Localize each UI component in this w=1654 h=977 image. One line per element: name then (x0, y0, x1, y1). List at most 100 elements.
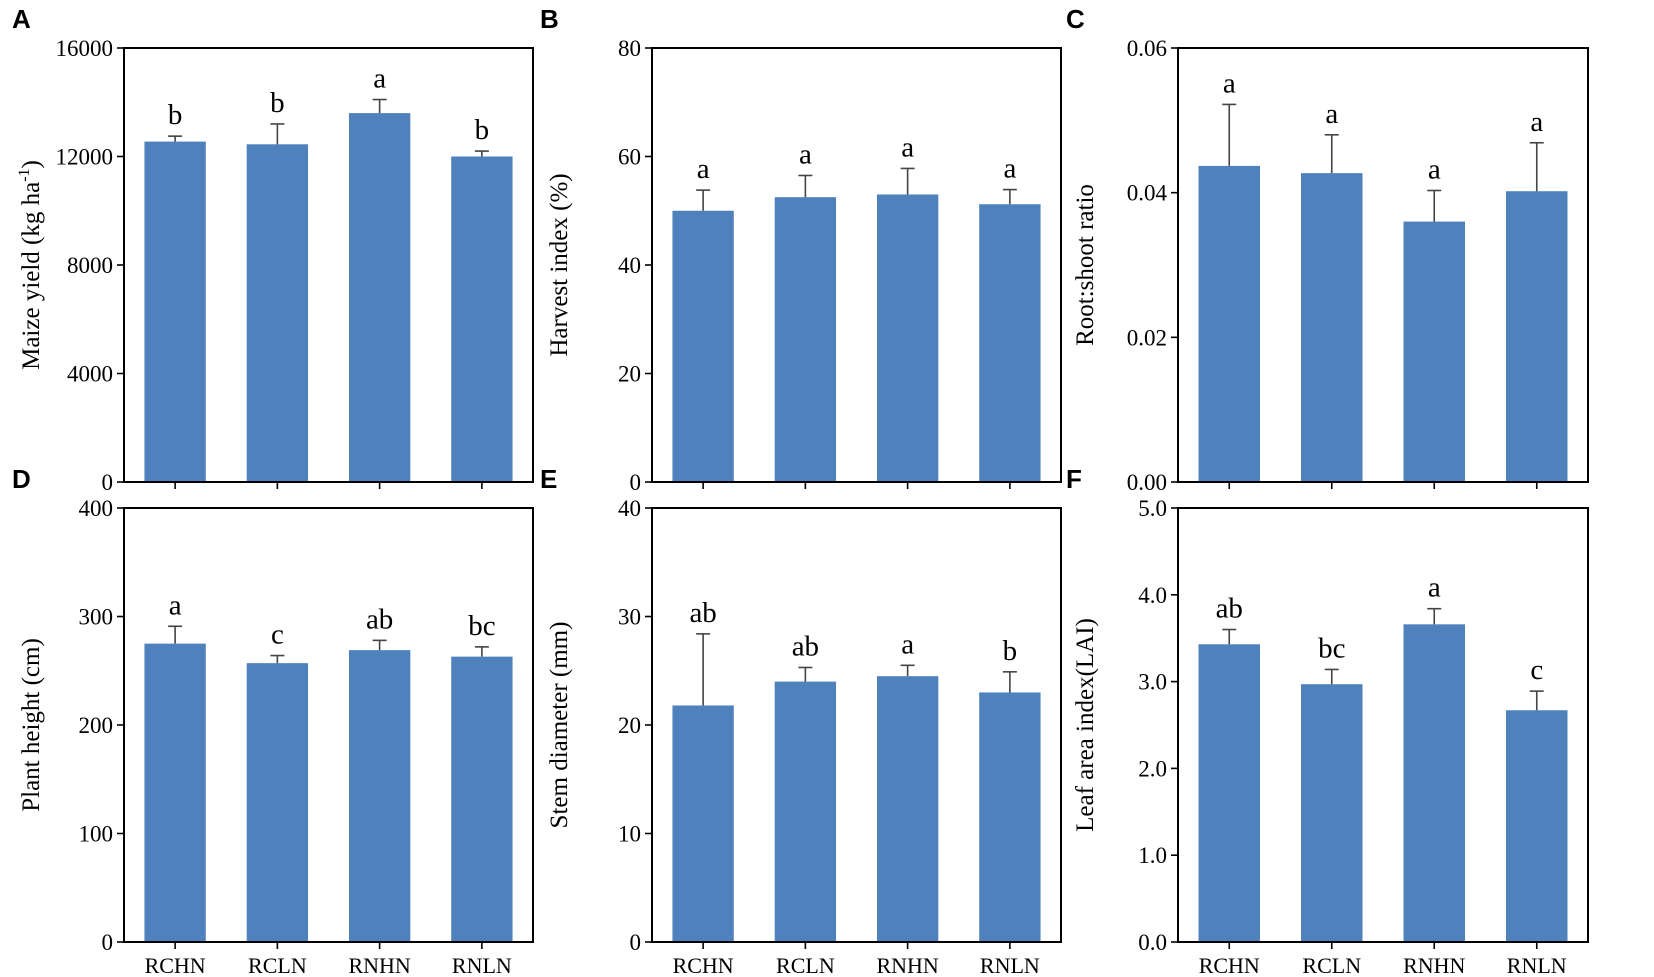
significance-label-rchn: ab (1216, 593, 1243, 625)
bar-rchn (672, 210, 734, 482)
significance-label-rcln: ab (792, 630, 819, 662)
x-tick-label-rnhn: RNHN (348, 953, 410, 977)
y-axis-title: Plant height (cm) (18, 638, 45, 812)
bar-rnln (451, 156, 513, 482)
significance-label-rcln: bc (1318, 632, 1345, 664)
plot-frame (1177, 507, 1589, 943)
y-tick-label: 0 (630, 930, 642, 955)
y-axis-title-main: Root:shoot ratio (1072, 184, 1099, 346)
bar-rnhn (876, 194, 939, 482)
panel-letter-c: C (1066, 4, 1085, 34)
panel-e: ab RCHN ab RCLN a RNHN b RNLN 0 10 20 30 40 Stem diam… (540, 464, 1062, 977)
x-tick-label-rnhn: RNHN (1403, 953, 1465, 977)
y-tick-label: 12000 (56, 145, 114, 170)
panel-letter-f: F (1066, 464, 1082, 494)
y-tick-label: 0.00 (1127, 470, 1167, 495)
x-tick-label-rnln: RNLN (1507, 953, 1567, 977)
y-tick-label: 40 (618, 253, 641, 278)
bar-rchn (1198, 644, 1260, 942)
y-axis-title: Leaf area index(LAI) (1072, 618, 1099, 832)
y-tick-label: 16000 (56, 36, 114, 61)
significance-label-rnhn: a (1428, 572, 1441, 604)
panel-letter-e: E (540, 464, 557, 494)
panel-letter-b: B (540, 4, 559, 34)
y-tick-label: 0 (102, 470, 114, 495)
panel-f: ab RCHN bc RCLN a RNHN c RNLN 0.0 1.0 2.0 3.0 4.0 5.0… (1066, 464, 1589, 977)
x-tick-label-rnln: RNLN (452, 953, 512, 977)
bar-rnln (451, 656, 513, 942)
x-tick-label-rnhn: RNHN (876, 953, 938, 977)
y-axis-title: Root:shoot ratio (1072, 184, 1099, 346)
plot-frame (1177, 47, 1589, 483)
significance-label-rnln: b (1003, 635, 1018, 667)
significance-label-rnhn: a (901, 628, 914, 660)
y-tick-label: 60 (618, 145, 641, 170)
significance-label-rcln: b (270, 87, 285, 119)
significance-label-rnhn: a (373, 63, 386, 95)
bar-rnln (1506, 191, 1568, 482)
bar-rcln (1301, 173, 1363, 483)
x-tick-label-rcln: RCLN (1302, 953, 1361, 977)
y-axis-title-main: Maize yield (kg ha (18, 182, 45, 370)
y-tick-label: 400 (79, 496, 114, 521)
panel-c: a a a a 0.00 0.02 0.04 0.06 Root:shoot ratio C (1066, 4, 1589, 495)
y-tick-label: 0.0 (1138, 930, 1167, 955)
x-tick-label-rcln: RCLN (248, 953, 307, 977)
significance-label-rnln: c (1530, 654, 1543, 686)
y-tick-label: 300 (79, 605, 114, 630)
y-tick-label: 4.0 (1138, 583, 1167, 608)
y-tick-label: 0 (102, 930, 114, 955)
significance-label-rnhn: a (901, 131, 914, 163)
bar-rnhn (1403, 624, 1465, 942)
x-tick-label-rcln: RCLN (776, 953, 835, 977)
significance-label-rnln: bc (468, 610, 495, 642)
y-axis-title: Maize yield (kg ha-1) (16, 160, 45, 370)
significance-label-rcln: c (271, 619, 284, 651)
panel-d: a RCHN c RCLN ab RNHN bc RNLN 0 100 200 300 400 Plant… (12, 464, 534, 977)
y-tick-label: 1.0 (1138, 843, 1167, 868)
significance-label-rchn: b (168, 99, 183, 131)
significance-label-rchn: a (169, 589, 182, 621)
y-tick-label: 5.0 (1138, 496, 1167, 521)
y-tick-label: 8000 (67, 253, 113, 278)
y-tick-label: 0.04 (1127, 181, 1168, 206)
y-tick-label: 30 (618, 605, 641, 630)
significance-label-rcln: a (1325, 98, 1338, 130)
y-axis-title-main: Harvest index (%) (546, 173, 573, 356)
x-tick-label-rnln: RNLN (980, 953, 1040, 977)
significance-label-rnhn: ab (366, 603, 393, 635)
y-tick-label: 2.0 (1138, 756, 1167, 781)
bar-rcln (1301, 684, 1363, 942)
y-tick-label: 80 (618, 36, 641, 61)
bar-rcln (246, 144, 309, 482)
significance-label-rcln: a (799, 138, 812, 170)
y-axis-title: Harvest index (%) (546, 173, 573, 356)
panel-letter-a: A (12, 4, 31, 34)
bar-rchn (144, 643, 206, 942)
significance-label-rnln: a (1530, 106, 1543, 138)
y-axis-title: Stem diameter (mm) (546, 622, 573, 829)
bar-rchn (144, 141, 206, 483)
y-tick-label: 0 (630, 470, 642, 495)
y-tick-label: 100 (79, 822, 114, 847)
panel-b: a a a a 0 20 40 60 80 Harvest index (%) B (540, 4, 1062, 495)
significance-label-rchn: a (697, 153, 710, 185)
significance-label-rchn: a (1223, 67, 1236, 99)
significance-label-rnhn: a (1428, 153, 1441, 185)
bar-rcln (774, 197, 837, 482)
x-tick-label-rchn: RCHN (673, 953, 734, 977)
y-axis-title-end: ) (18, 160, 45, 168)
y-tick-label: 10 (618, 822, 641, 847)
y-tick-label: 20 (618, 362, 641, 387)
y-axis-title-main: Stem diameter (mm) (546, 622, 573, 829)
y-tick-label: 0.06 (1127, 36, 1167, 61)
bar-rnln (1506, 710, 1568, 942)
significance-label-rnln: a (1003, 153, 1016, 185)
bar-rchn (1198, 165, 1260, 483)
bar-rchn (672, 705, 734, 942)
bar-rnhn (876, 676, 939, 942)
x-tick-label-rchn: RCHN (145, 953, 206, 977)
bar-rcln (774, 681, 837, 942)
x-tick-label-rchn: RCHN (1199, 953, 1260, 977)
